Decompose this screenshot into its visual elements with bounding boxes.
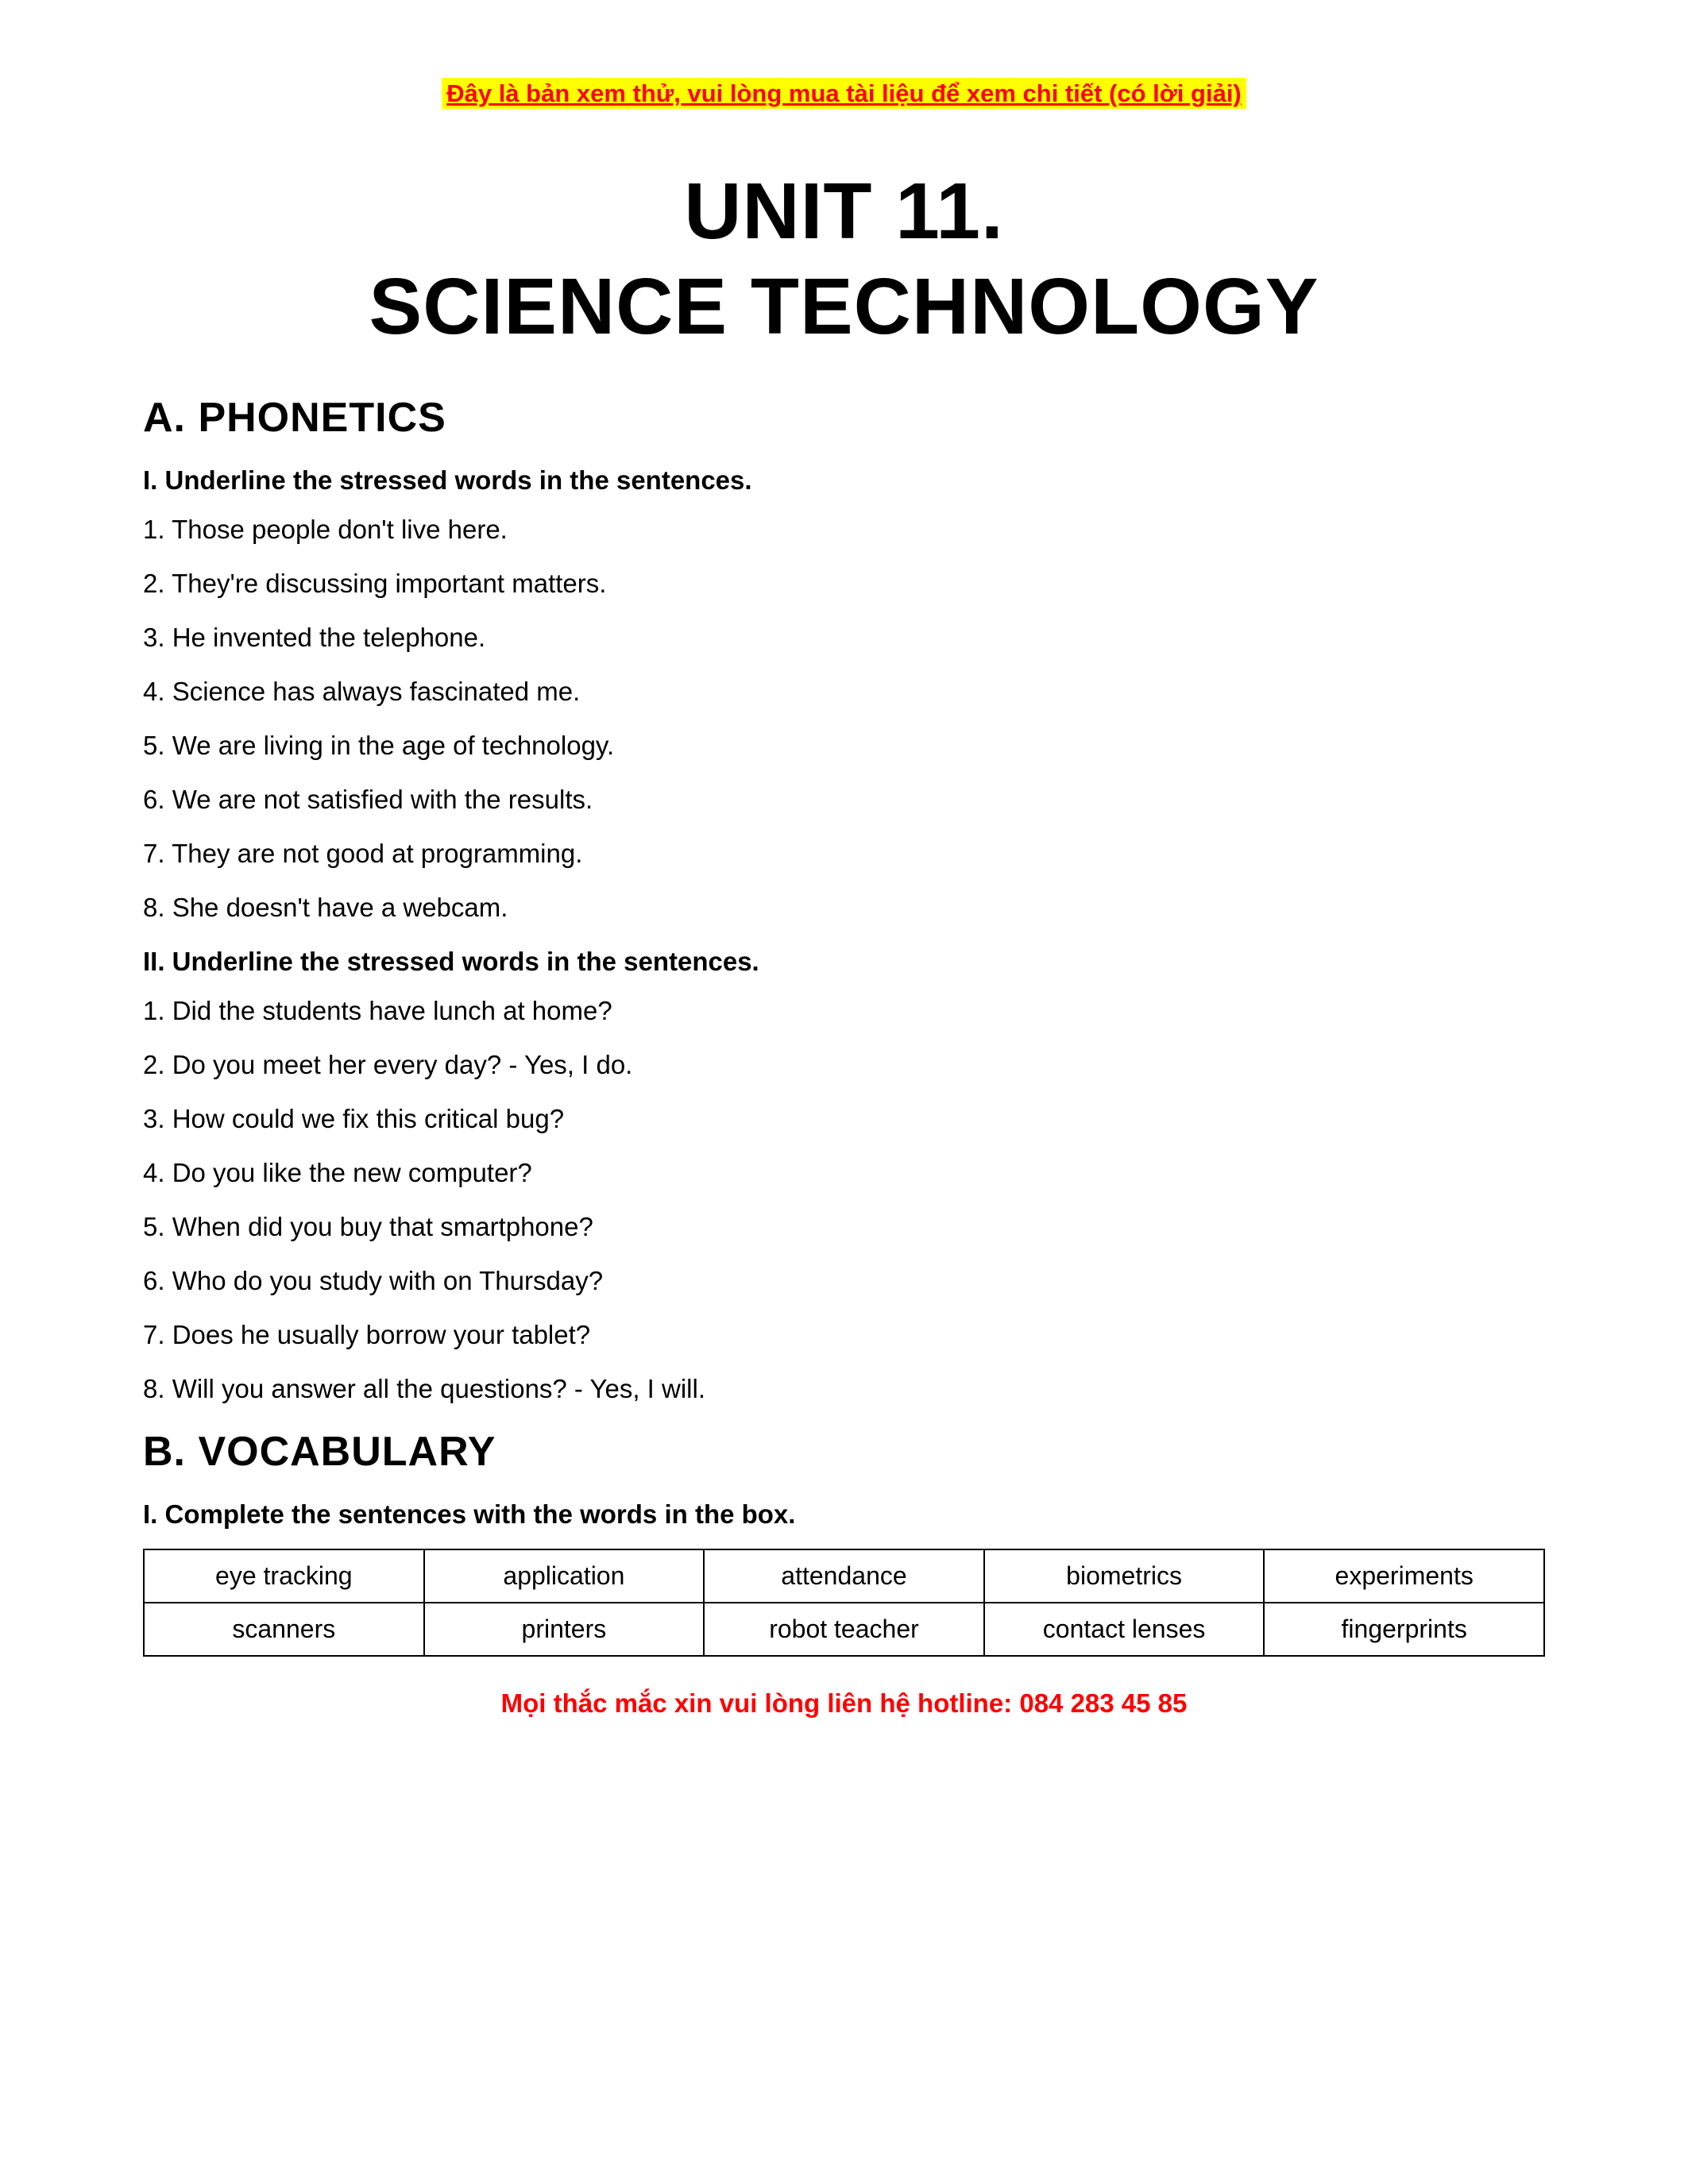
phonetics-item: 5. When did you buy that smartphone? xyxy=(143,1212,1545,1242)
hotline-text: Mọi thắc mắc xin vui lòng liên hệ hotlin… xyxy=(501,1688,1188,1718)
vocab-cell: fingerprints xyxy=(1264,1603,1544,1656)
phonetics-instruction-2: II. Underline the stressed words in the … xyxy=(143,947,1545,977)
preview-banner-top: Đây là bản xem thử, vui lòng mua tài liệ… xyxy=(143,79,1545,108)
vocab-cell: biometrics xyxy=(984,1549,1265,1603)
phonetics-item: 8. She doesn't have a webcam. xyxy=(143,893,1545,923)
vocab-instruction-1: I. Complete the sentences with the words… xyxy=(143,1499,1545,1530)
phonetics-item: 7. Does he usually borrow your tablet? xyxy=(143,1320,1545,1350)
unit-title: UNIT 11. SCIENCE TECHNOLOGY xyxy=(143,164,1545,354)
phonetics-item: 2. Do you meet her every day? - Yes, I d… xyxy=(143,1050,1545,1080)
title-line-1: UNIT 11. xyxy=(143,164,1545,259)
vocab-cell: attendance xyxy=(704,1549,984,1603)
section-a-heading: A. PHONETICS xyxy=(143,394,1545,442)
hotline-banner-bottom: Mọi thắc mắc xin vui lòng liên hệ hotlin… xyxy=(143,1688,1545,1719)
phonetics-item: 2. They're discussing important matters. xyxy=(143,569,1545,599)
phonetics-item: 6. We are not satisfied with the results… xyxy=(143,785,1545,815)
vocab-cell: eye tracking xyxy=(144,1549,424,1603)
phonetics-item: 4. Science has always fascinated me. xyxy=(143,677,1545,707)
vocab-cell: printers xyxy=(424,1603,705,1656)
phonetics-item: 1. Did the students have lunch at home? xyxy=(143,996,1545,1026)
vocab-cell: scanners xyxy=(144,1603,424,1656)
phonetics-item: 8. Will you answer all the questions? - … xyxy=(143,1374,1545,1404)
vocab-cell: experiments xyxy=(1264,1549,1544,1603)
phonetics-instruction-1: I. Underline the stressed words in the s… xyxy=(143,465,1545,496)
table-row: eye tracking application attendance biom… xyxy=(144,1549,1544,1603)
phonetics-item: 3. He invented the telephone. xyxy=(143,623,1545,653)
preview-banner-text: Đây là bản xem thử, vui lòng mua tài liệ… xyxy=(442,78,1246,109)
vocab-cell: robot teacher xyxy=(704,1603,984,1656)
vocab-word-box: eye tracking application attendance biom… xyxy=(143,1549,1545,1657)
title-line-2: SCIENCE TECHNOLOGY xyxy=(143,259,1545,354)
phonetics-item: 1. Those people don't live here. xyxy=(143,515,1545,545)
vocab-cell: application xyxy=(424,1549,705,1603)
vocab-cell: contact lenses xyxy=(984,1603,1265,1656)
section-b-heading: B. VOCABULARY xyxy=(143,1428,1545,1476)
table-row: scanners printers robot teacher contact … xyxy=(144,1603,1544,1656)
phonetics-item: 3. How could we fix this critical bug? xyxy=(143,1104,1545,1134)
phonetics-item: 4. Do you like the new computer? xyxy=(143,1158,1545,1188)
phonetics-item: 7. They are not good at programming. xyxy=(143,839,1545,869)
phonetics-item: 6. Who do you study with on Thursday? xyxy=(143,1266,1545,1296)
phonetics-item: 5. We are living in the age of technolog… xyxy=(143,731,1545,761)
